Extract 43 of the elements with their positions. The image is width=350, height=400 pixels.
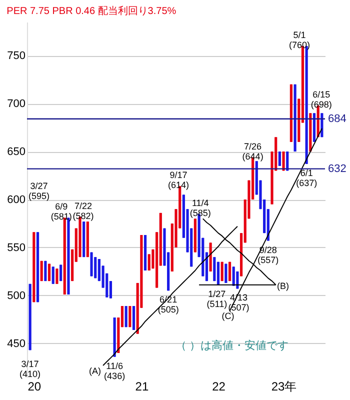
annotation: (C) — [222, 311, 234, 321]
chart-title: PER 7.75 PBR 0.46 配当利回り3.75% — [6, 5, 176, 17]
candlestick — [52, 266, 54, 284]
candlestick — [59, 264, 62, 282]
annotation: 1/27 (511) — [206, 288, 228, 309]
ref-line-label: 684 — [328, 112, 346, 125]
y-tick-label: 500 — [7, 290, 26, 302]
candlestick — [90, 252, 93, 277]
candlestick — [278, 151, 281, 166]
x-tick-label: 22 — [212, 380, 226, 394]
y-tick-label: 650 — [7, 146, 26, 158]
x-tick-label: 20 — [28, 380, 42, 394]
y-tick-label: 750 — [7, 50, 26, 62]
candlestick — [148, 254, 150, 271]
annotation: 6/15 (698) — [310, 89, 332, 110]
annotation: (B) — [277, 281, 289, 291]
y-tick-label: 550 — [7, 242, 26, 254]
annotation: （ ）は高値・安値です — [175, 339, 289, 352]
annotation: 6/1 (637) — [296, 168, 318, 188]
candlestick — [94, 256, 97, 279]
candlestick — [224, 263, 228, 284]
annotation: 3/27 (595) — [28, 181, 50, 201]
candlestick — [56, 268, 58, 284]
y-tick-label: 450 — [7, 338, 26, 350]
x-tick-label: 23年 — [271, 380, 297, 394]
annotation: 9/17 (614) — [168, 170, 190, 190]
annotation: 11/6 (436) — [104, 360, 126, 381]
annotation: 7/22 (582) — [72, 200, 94, 221]
candlestick — [132, 306, 136, 330]
candlestick — [213, 256, 216, 282]
y-tick-label: 700 — [7, 98, 26, 110]
annotation: 11/4 (585) — [190, 198, 211, 218]
candlestick — [232, 266, 235, 286]
annotation: 3/17 (410) — [19, 359, 41, 379]
ref-line-label: 632 — [328, 162, 346, 175]
candlestick — [124, 306, 128, 328]
annotation: 5/1 (760) — [288, 30, 310, 50]
annotation: (A) — [89, 366, 101, 376]
x-tick-label: 21 — [135, 380, 149, 394]
candlestick — [128, 306, 132, 328]
y-tick-label: 600 — [7, 194, 26, 206]
annotation: 7/26 (644) — [242, 141, 264, 162]
annotation: 6/9 (581) — [50, 202, 72, 222]
